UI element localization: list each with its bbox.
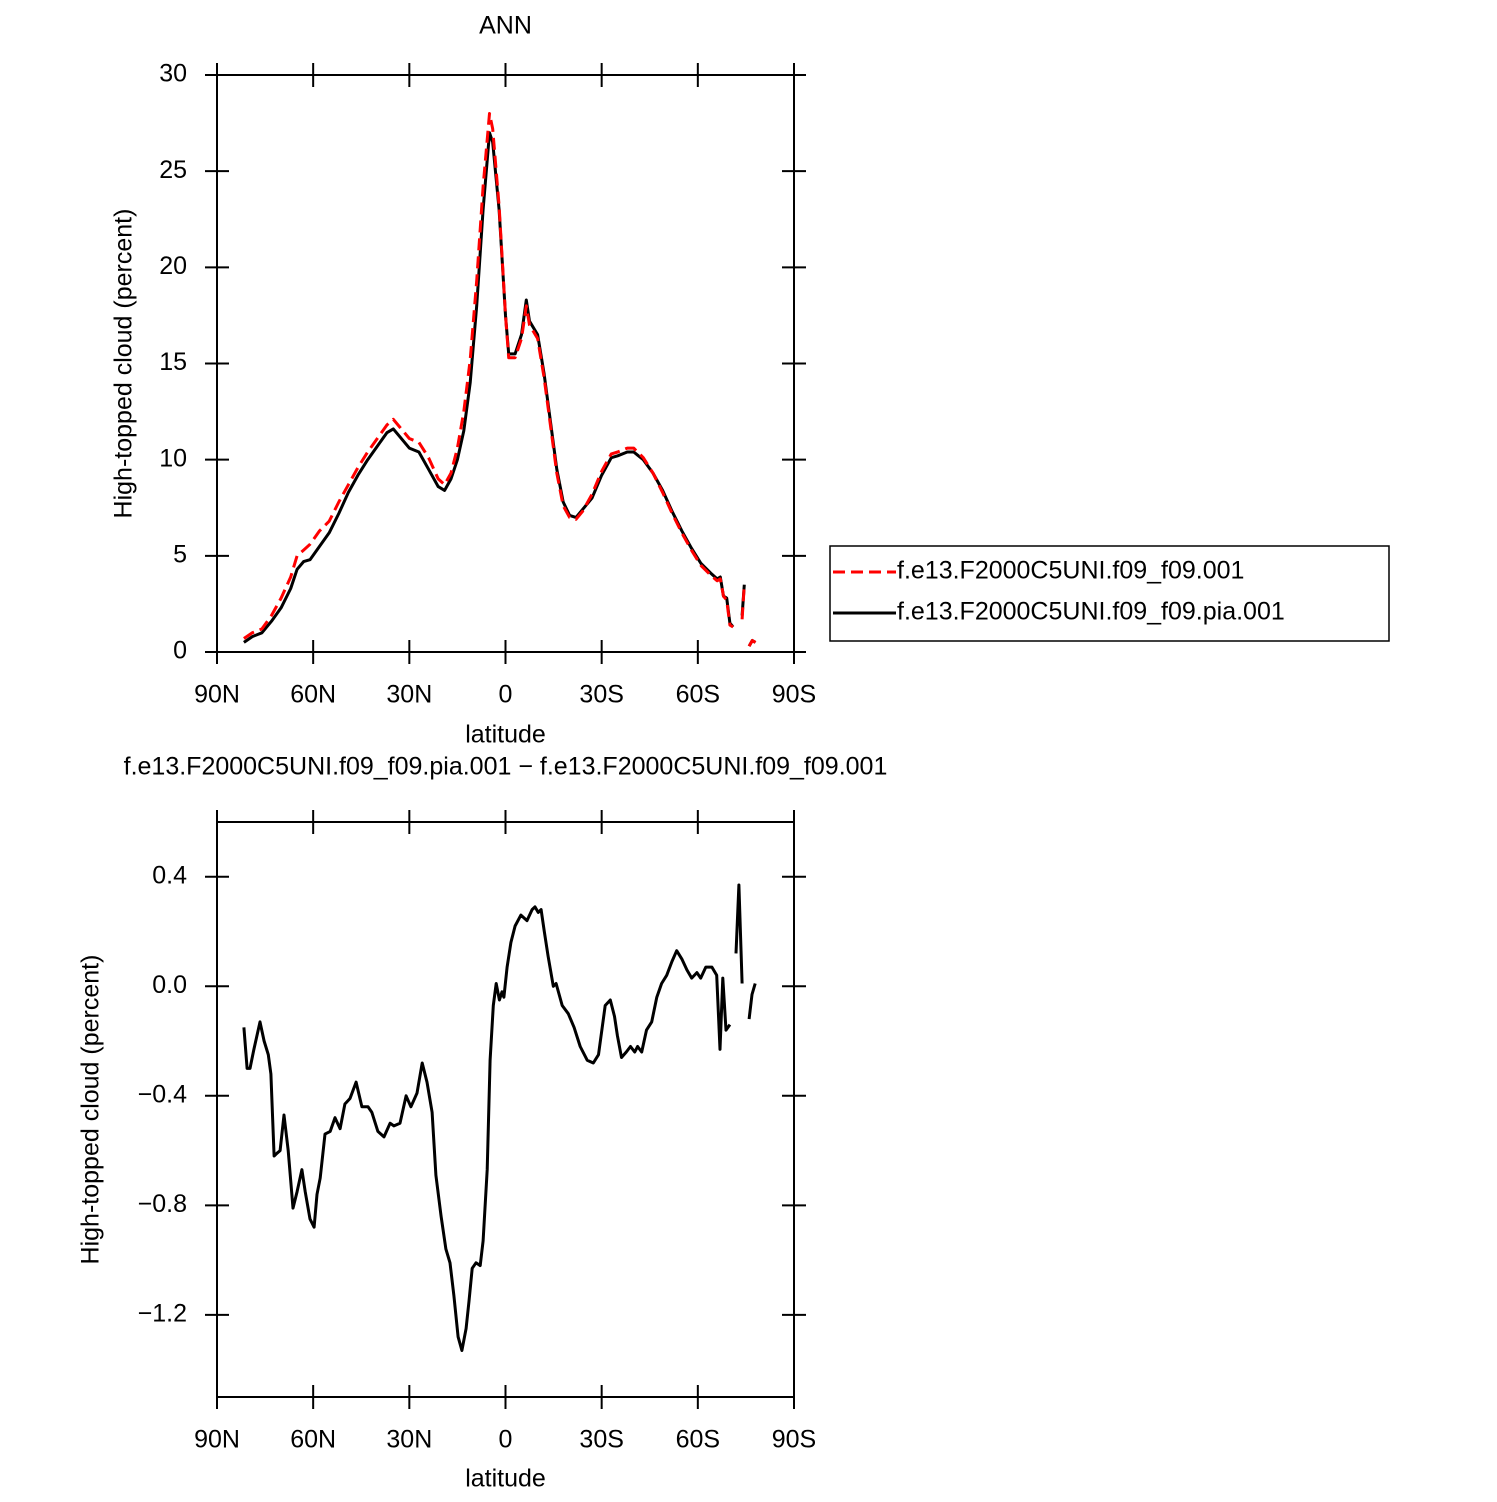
y-tick-label: 0.0 bbox=[152, 971, 187, 999]
y-tick-label: 5 bbox=[173, 540, 187, 568]
y-axis-label: High-topped cloud (percent) bbox=[77, 955, 105, 1265]
y-tick-label: 0.4 bbox=[152, 861, 187, 889]
y-tick-label: −1.2 bbox=[138, 1299, 187, 1327]
x-tick-label: 30N bbox=[386, 1426, 432, 1454]
x-tick-label: 90S bbox=[772, 681, 816, 709]
x-axis-label: latitude bbox=[465, 1465, 546, 1493]
data-line bbox=[242, 883, 757, 1352]
x-tick-label: 30S bbox=[579, 681, 623, 709]
y-tick-label: 25 bbox=[159, 156, 187, 184]
x-tick-label: 90N bbox=[194, 1426, 240, 1454]
x-tick-label: 30N bbox=[386, 681, 432, 709]
plot-frame bbox=[216, 74, 795, 653]
x-tick-label: 0 bbox=[499, 1426, 513, 1454]
x-tick-label: 60S bbox=[676, 681, 720, 709]
legend-label: f.e13.F2000C5UNI.f09_f09.pia.001 bbox=[897, 598, 1285, 626]
x-tick-label: 60N bbox=[290, 681, 336, 709]
y-tick-label: 0 bbox=[173, 637, 187, 665]
y-tick-label: −0.4 bbox=[138, 1080, 187, 1108]
chart-title: ANN bbox=[479, 12, 532, 40]
y-tick-label: 30 bbox=[159, 60, 187, 88]
y-axis-label: High-topped cloud (percent) bbox=[110, 209, 138, 519]
y-tick-label: −0.8 bbox=[138, 1190, 187, 1218]
x-tick-label: 60N bbox=[290, 1426, 336, 1454]
x-tick-label: 60S bbox=[676, 1426, 720, 1454]
plot-frame bbox=[216, 821, 795, 1398]
data-line bbox=[243, 112, 757, 647]
x-tick-label: 90N bbox=[194, 681, 240, 709]
x-axis-label: latitude bbox=[465, 721, 546, 749]
x-tick-label: 30S bbox=[579, 1426, 623, 1454]
y-tick-label: 10 bbox=[159, 444, 187, 472]
x-tick-label: 0 bbox=[499, 681, 513, 709]
legend-box bbox=[829, 545, 1390, 642]
chart-title: f.e13.F2000C5UNI.f09_f09.pia.001 − f.e13… bbox=[124, 753, 888, 781]
y-tick-label: 20 bbox=[159, 252, 187, 280]
legend-label: f.e13.F2000C5UNI.f09_f09.001 bbox=[897, 557, 1244, 585]
x-tick-label: 90S bbox=[772, 1426, 816, 1454]
y-tick-label: 15 bbox=[159, 348, 187, 376]
